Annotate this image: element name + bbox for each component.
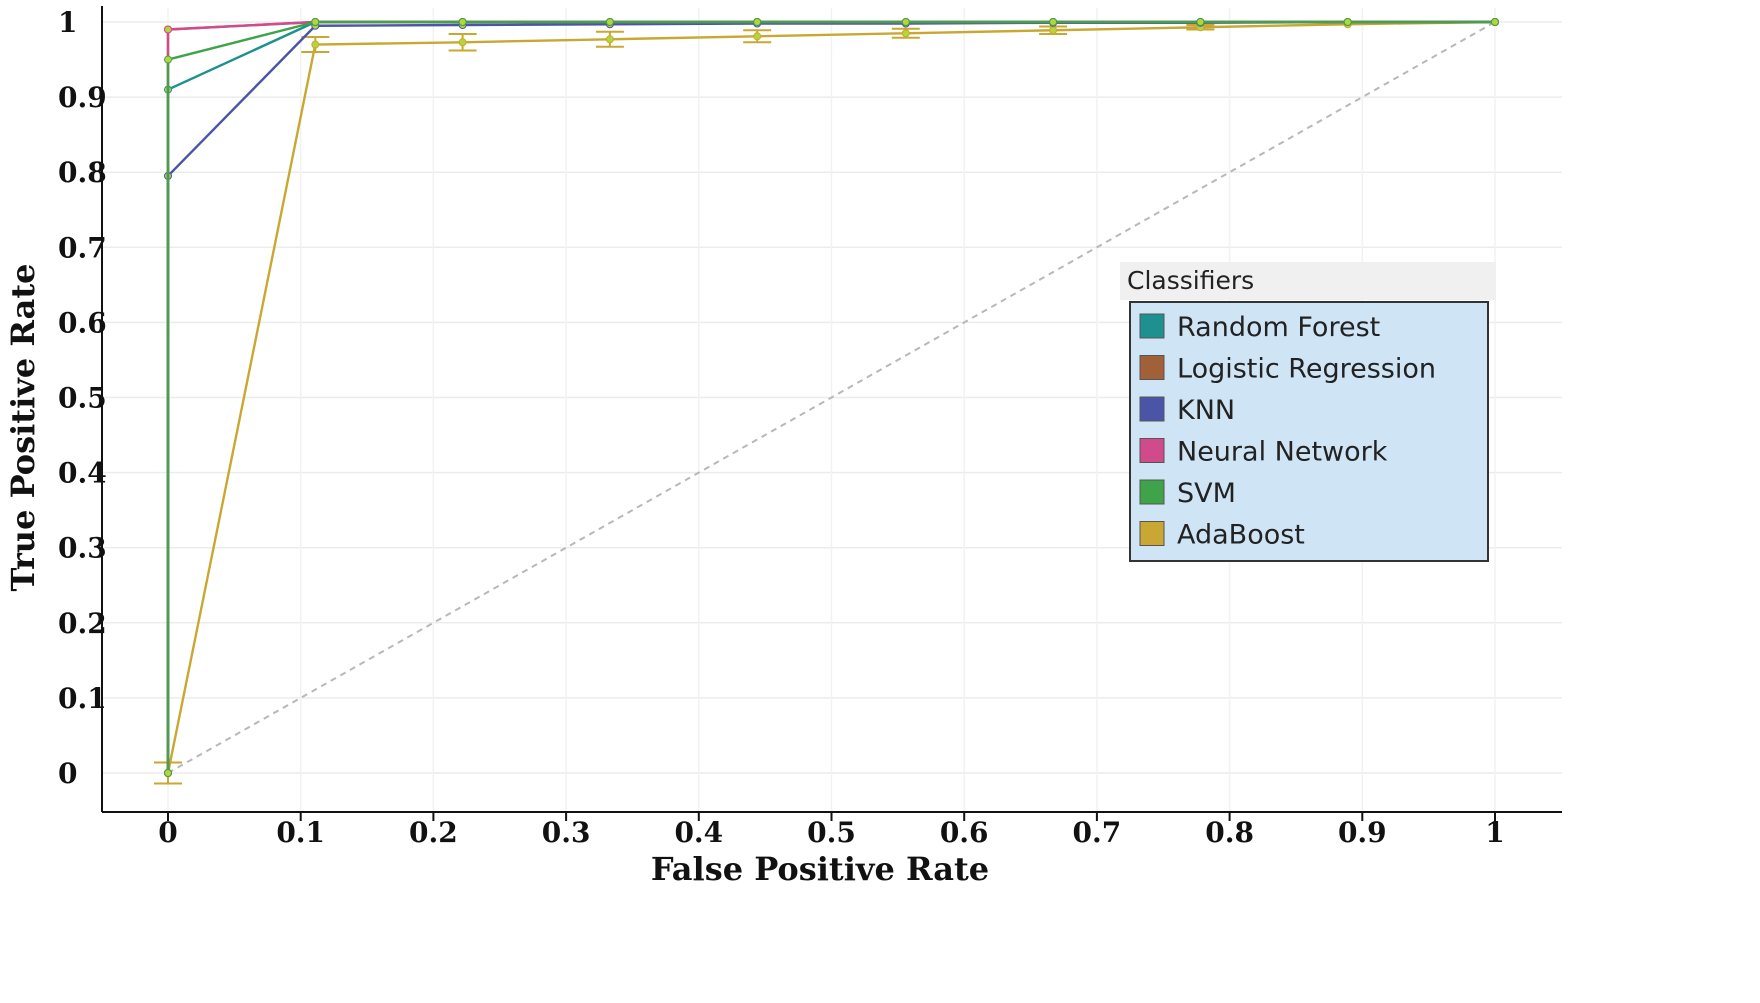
- x-tick-label-6: 0.6: [940, 816, 989, 849]
- x-tick-label-4: 0.4: [674, 816, 723, 849]
- x-tick-label-5: 0.5: [807, 816, 856, 849]
- legend: Classifiers Random Forest Logistic Regres…: [1120, 262, 1496, 562]
- legend-label-svm: SVM: [1177, 478, 1236, 509]
- x-tick-label-2: 0.2: [409, 816, 458, 849]
- svm-point-9: [1343, 18, 1352, 26]
- y-tick-label-5: 0.5: [58, 382, 107, 415]
- adaboost-point-1: [311, 40, 320, 49]
- adaboost-point-2: [458, 38, 467, 47]
- svm-point-6: [901, 18, 910, 26]
- y-tick-label-6: 0.6: [58, 306, 107, 339]
- svm-point-1: [164, 55, 172, 64]
- legend-label-adaboost: AdaBoost: [1177, 520, 1305, 551]
- legend-swatch-knn: [1139, 396, 1165, 422]
- legend-label-random-forest: Random Forest: [1177, 312, 1380, 343]
- svm-point-3: [458, 18, 467, 26]
- legend-items: Random Forest Logistic Regression KNN Neura…: [1139, 312, 1436, 551]
- adaboost-point-5: [901, 29, 910, 38]
- svm-point-2: [311, 18, 320, 26]
- x-tick-label-0: 0: [158, 816, 177, 849]
- x-tick-label-10: 1: [1485, 816, 1504, 849]
- legend-box: [1129, 301, 1489, 562]
- y-tick-label-9: 0.9: [58, 81, 107, 114]
- y-tick-label-0: 0: [58, 757, 77, 790]
- y-tick-label-8: 0.8: [58, 156, 107, 189]
- legend-label-neural-network: Neural Network: [1177, 437, 1388, 468]
- legend-label-knn: KNN: [1177, 395, 1235, 426]
- adaboost-point-3: [605, 35, 614, 44]
- legend-title: Classifiers: [1127, 266, 1254, 295]
- svm-point-4: [605, 18, 614, 26]
- neural-network-point-1: [164, 25, 172, 34]
- x-tick-label-8: 0.8: [1205, 816, 1254, 849]
- x-tick-label-3: 0.3: [542, 816, 591, 849]
- x-tick-label-7: 0.7: [1073, 816, 1122, 849]
- legend-swatch-neural-network: [1139, 438, 1165, 463]
- legend-header: [1120, 262, 1496, 300]
- y-tick-label-7: 0.7: [58, 231, 107, 264]
- series-layer: [154, 18, 1499, 785]
- x-tick-label-9: 0.9: [1338, 816, 1387, 849]
- svm-point-10: [1491, 18, 1499, 26]
- y-axis-title: True Positive Rate: [4, 263, 42, 591]
- svm-point-0: [164, 769, 172, 777]
- legend-swatch-random-forest: [1139, 313, 1165, 339]
- y-tick-label-4: 0.4: [58, 457, 107, 490]
- legend-swatch-adaboost: [1139, 521, 1165, 546]
- y-tick-label-2: 0.2: [58, 607, 107, 640]
- legend-swatch-svm: [1139, 479, 1165, 505]
- x-axis-title: False Positive Rate: [651, 850, 989, 888]
- x-tick-label-1: 0.1: [276, 816, 325, 849]
- legend-swatch-logistic-regression: [1139, 355, 1165, 380]
- y-tick-label-3: 0.3: [58, 532, 107, 565]
- adaboost-point-4: [753, 32, 762, 41]
- x-tick-labels: 0 0.1 0.2 0.3 0.4 0.5 0.6 0.7 0.8 0.9 1: [158, 812, 1505, 849]
- y-tick-label-10: 1: [58, 6, 77, 39]
- legend-label-logistic-regression: Logistic Regression: [1177, 354, 1436, 385]
- series-svm: [164, 18, 1499, 777]
- diagonal-reference-line: [167, 21, 1496, 774]
- svm-point-5: [753, 18, 762, 26]
- y-tick-label-1: 0.1: [58, 682, 107, 715]
- y-tick-labels: 0 0.1 0.2 0.3 0.4 0.5 0.6 0.7 0.8 0.9 1: [58, 6, 107, 790]
- svm-point-7: [1049, 18, 1058, 26]
- svm-point-8: [1196, 18, 1205, 26]
- adaboost-point-6: [1049, 26, 1058, 35]
- adaboost-line: [166, 20, 1496, 774]
